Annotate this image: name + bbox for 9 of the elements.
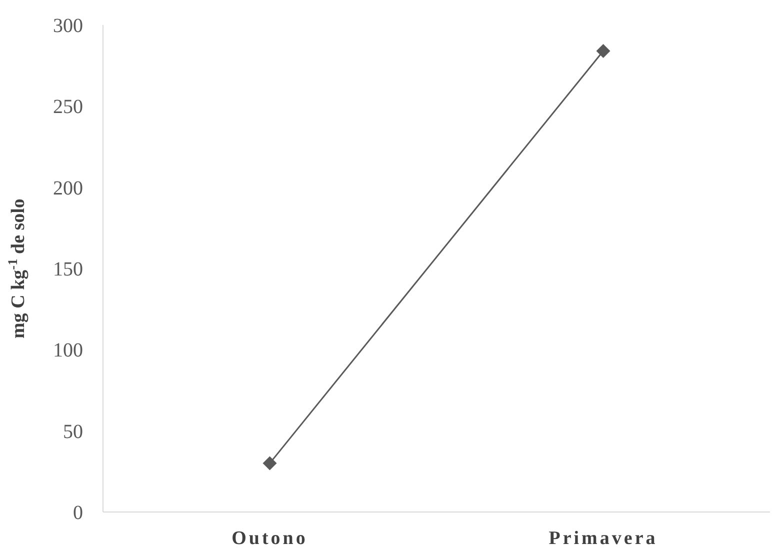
y-tick-label: 150	[53, 258, 83, 280]
y-tick-label: 250	[53, 96, 83, 118]
y-tick-label: 300	[53, 15, 83, 37]
y-tick-label: 100	[53, 340, 83, 362]
y-tick-label: 0	[73, 502, 83, 524]
y-tick-label: 50	[63, 420, 83, 443]
x-tick-label: Outono	[232, 528, 308, 549]
y-tick-label: 200	[53, 177, 83, 200]
x-tick-label: Primavera	[548, 528, 658, 549]
